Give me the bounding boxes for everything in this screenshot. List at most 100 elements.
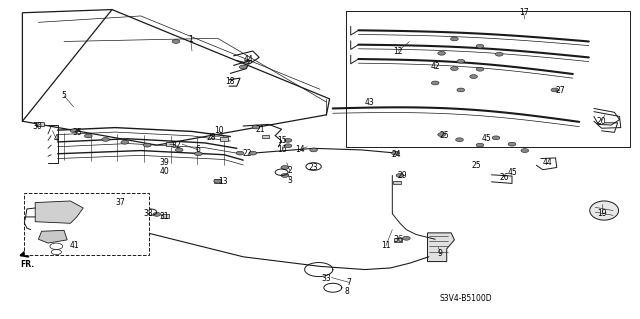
- Text: 23: 23: [308, 163, 319, 172]
- Text: 15: 15: [276, 136, 287, 145]
- Circle shape: [495, 52, 503, 56]
- Circle shape: [143, 143, 151, 147]
- Text: 7: 7: [346, 278, 351, 287]
- Text: S3V4-B5100D: S3V4-B5100D: [440, 294, 492, 303]
- Text: 19: 19: [596, 209, 607, 218]
- Circle shape: [153, 212, 161, 216]
- Circle shape: [166, 142, 173, 146]
- Text: 45: 45: [507, 168, 517, 177]
- Circle shape: [470, 75, 477, 78]
- Text: 25: 25: [472, 161, 482, 170]
- Text: 6: 6: [196, 145, 201, 154]
- Circle shape: [236, 151, 244, 155]
- Text: 22: 22: [243, 149, 252, 158]
- Circle shape: [476, 143, 484, 147]
- Circle shape: [451, 67, 458, 70]
- Text: 40: 40: [159, 167, 170, 176]
- Circle shape: [121, 140, 129, 144]
- Text: 20: 20: [596, 117, 607, 126]
- Bar: [24, 193, 149, 255]
- Circle shape: [102, 137, 109, 141]
- Circle shape: [438, 133, 445, 137]
- Circle shape: [281, 174, 289, 177]
- Text: 42: 42: [430, 63, 440, 71]
- Circle shape: [249, 151, 257, 155]
- Text: 36: 36: [393, 235, 403, 244]
- Bar: [220, 137, 228, 141]
- Text: 43: 43: [365, 98, 375, 107]
- Circle shape: [36, 122, 44, 126]
- Circle shape: [476, 67, 484, 71]
- Text: 37: 37: [115, 198, 125, 207]
- Circle shape: [284, 144, 292, 148]
- Circle shape: [52, 244, 60, 248]
- Text: 2: 2: [287, 166, 292, 175]
- Text: 33: 33: [321, 274, 332, 283]
- Text: FR.: FR.: [20, 260, 34, 269]
- Text: 30: 30: [32, 122, 42, 130]
- Circle shape: [457, 88, 465, 92]
- Text: 44: 44: [243, 55, 253, 63]
- Circle shape: [52, 250, 60, 254]
- Circle shape: [431, 81, 439, 85]
- Circle shape: [392, 151, 399, 155]
- Text: 39: 39: [159, 158, 170, 167]
- Bar: [214, 179, 221, 183]
- Text: 11: 11: [381, 241, 390, 250]
- Text: 35: 35: [72, 128, 82, 137]
- Text: 31: 31: [159, 212, 170, 221]
- Circle shape: [214, 179, 221, 183]
- Polygon shape: [22, 10, 330, 145]
- Circle shape: [284, 138, 292, 142]
- Circle shape: [476, 44, 484, 48]
- Text: 3: 3: [287, 176, 292, 185]
- Text: 24: 24: [392, 150, 402, 159]
- Circle shape: [403, 236, 410, 240]
- Circle shape: [281, 166, 289, 169]
- Text: 12: 12: [394, 47, 403, 56]
- Circle shape: [457, 59, 465, 63]
- Text: 26: 26: [499, 173, 509, 182]
- Circle shape: [310, 148, 317, 152]
- Polygon shape: [428, 233, 454, 262]
- Text: 10: 10: [214, 126, 224, 135]
- Text: 29: 29: [397, 171, 407, 180]
- Text: 13: 13: [218, 177, 228, 186]
- Circle shape: [551, 88, 559, 92]
- Circle shape: [239, 65, 247, 69]
- Ellipse shape: [590, 201, 618, 220]
- Text: 16: 16: [276, 145, 287, 154]
- Bar: [124, 200, 132, 204]
- Circle shape: [396, 174, 404, 177]
- Text: 14: 14: [294, 145, 305, 154]
- Polygon shape: [38, 230, 67, 243]
- Text: 21: 21: [256, 125, 265, 134]
- Circle shape: [438, 51, 445, 55]
- Text: 9: 9: [438, 249, 443, 258]
- Bar: [262, 135, 269, 138]
- Circle shape: [172, 40, 180, 43]
- Text: 38: 38: [143, 209, 154, 218]
- Bar: [166, 142, 173, 146]
- Circle shape: [84, 134, 92, 138]
- Bar: [394, 238, 402, 242]
- Circle shape: [175, 148, 183, 152]
- Circle shape: [492, 136, 500, 140]
- Circle shape: [195, 152, 202, 156]
- Text: 32: 32: [171, 141, 181, 150]
- Text: 27: 27: [555, 86, 565, 95]
- Text: 28: 28: [207, 133, 216, 142]
- Text: 1: 1: [188, 35, 193, 44]
- Polygon shape: [35, 201, 83, 223]
- Text: 17: 17: [518, 8, 529, 17]
- Bar: [393, 181, 401, 184]
- Circle shape: [521, 149, 529, 152]
- Text: 4: 4: [54, 134, 59, 143]
- Circle shape: [70, 129, 78, 133]
- Bar: [36, 122, 44, 126]
- Circle shape: [252, 125, 260, 129]
- Text: 18: 18: [226, 77, 235, 86]
- Text: 41: 41: [70, 241, 80, 250]
- Circle shape: [456, 138, 463, 142]
- Text: 8: 8: [344, 287, 349, 296]
